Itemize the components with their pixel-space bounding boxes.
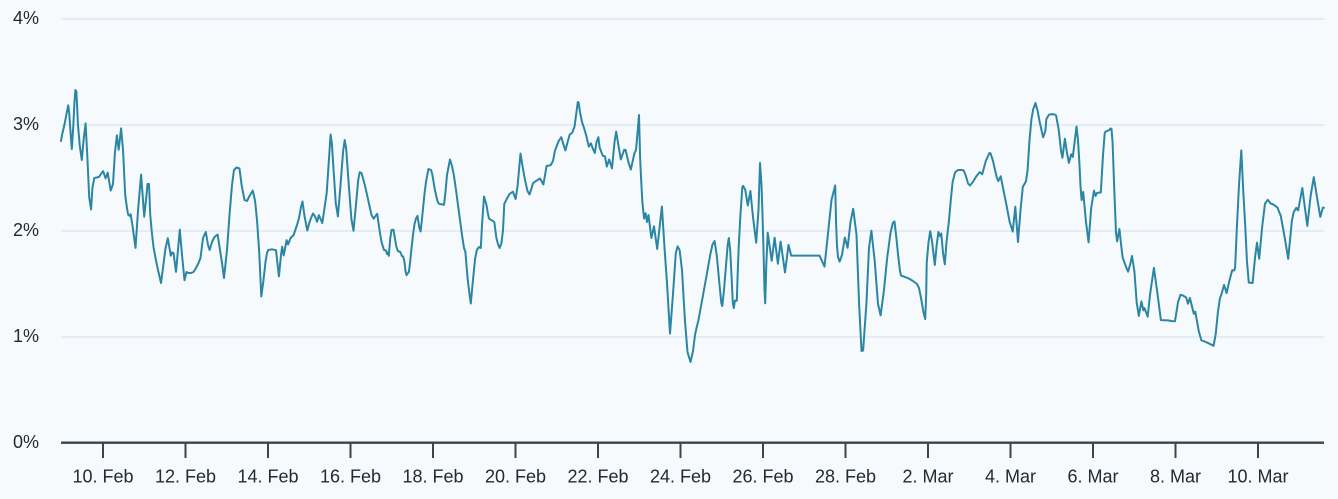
svg-text:0%: 0% [13,432,39,452]
svg-text:18. Feb: 18. Feb [402,467,463,487]
svg-text:28. Feb: 28. Feb [815,467,876,487]
svg-text:6. Mar: 6. Mar [1067,467,1118,487]
svg-text:14. Feb: 14. Feb [237,467,298,487]
svg-text:2. Mar: 2. Mar [902,467,953,487]
svg-text:22. Feb: 22. Feb [567,467,628,487]
svg-text:8. Mar: 8. Mar [1150,467,1201,487]
svg-text:1%: 1% [13,326,39,346]
svg-text:10. Feb: 10. Feb [72,467,133,487]
svg-text:4%: 4% [13,8,39,28]
svg-text:3%: 3% [13,114,39,134]
svg-text:20. Feb: 20. Feb [485,467,546,487]
svg-text:10. Mar: 10. Mar [1227,467,1288,487]
svg-text:26. Feb: 26. Feb [732,467,793,487]
svg-text:24. Feb: 24. Feb [650,467,711,487]
svg-text:12. Feb: 12. Feb [155,467,216,487]
svg-text:16. Feb: 16. Feb [320,467,381,487]
svg-text:4. Mar: 4. Mar [985,467,1036,487]
svg-text:2%: 2% [13,220,39,240]
